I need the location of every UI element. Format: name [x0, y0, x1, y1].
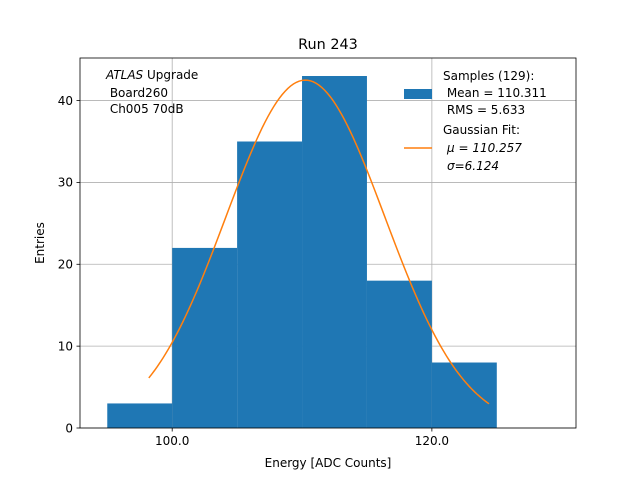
y-tick-label-1: 10: [58, 339, 73, 353]
y-tick-label-3: 30: [58, 176, 73, 190]
histogram-bar: [172, 247, 238, 428]
legend-fit-line-2: μ = 110.257: [446, 141, 522, 155]
legend: Samples (129): Mean = 110.311 RMS = 5.63…: [404, 69, 547, 173]
legend-samples-line-1: Samples (129):: [443, 69, 534, 83]
y-tick-label-0: 0: [65, 421, 73, 435]
annotation-line-1: ATLAS Upgrade: [105, 68, 198, 82]
legend-fit-mu: μ = 110.257: [446, 141, 522, 155]
legend-samples-line-3: RMS = 5.633: [443, 103, 525, 117]
annotation-line-3: Ch005 70dB: [106, 102, 184, 116]
histogram-bar: [107, 403, 173, 428]
chart-title: Run 243: [298, 37, 358, 53]
x-axis-label: Energy [ADC Counts]: [265, 456, 392, 470]
annotation-line-2: Board260: [106, 86, 168, 100]
annotation-atlas-italic: ATLAS: [105, 68, 144, 82]
x-tick-label-0: 100.0: [155, 434, 189, 448]
histogram-bar: [366, 280, 432, 428]
y-tick-label-2: 20: [58, 258, 73, 272]
y-tick-label-4: 40: [58, 94, 73, 108]
histogram-bars: [107, 76, 497, 428]
atlas-annotation: ATLAS Upgrade Board260 Ch005 70dB: [105, 68, 198, 116]
x-tick-label-1: 120.0: [415, 434, 449, 448]
histogram-bar: [431, 362, 497, 428]
gaussian-fit-curve: [148, 79, 490, 405]
histogram-bar: [302, 76, 367, 428]
x-axis-ticks: 100.0 120.0: [155, 428, 449, 448]
plot-frame: [79, 57, 577, 429]
legend-samples-patch: [404, 89, 432, 99]
legend-fit-line-1: Gaussian Fit:: [443, 123, 520, 137]
histogram-bar: [237, 141, 303, 428]
annotation-upgrade: Upgrade: [143, 68, 198, 82]
legend-fit-sigma: σ=6.124: [447, 159, 499, 173]
y-axis-label: Entries: [33, 222, 47, 264]
legend-fit-line-3: σ=6.124: [447, 159, 499, 173]
legend-samples-line-2: Mean = 110.311: [443, 86, 547, 100]
y-axis-ticks: 0 10 20 30 40: [58, 94, 80, 435]
